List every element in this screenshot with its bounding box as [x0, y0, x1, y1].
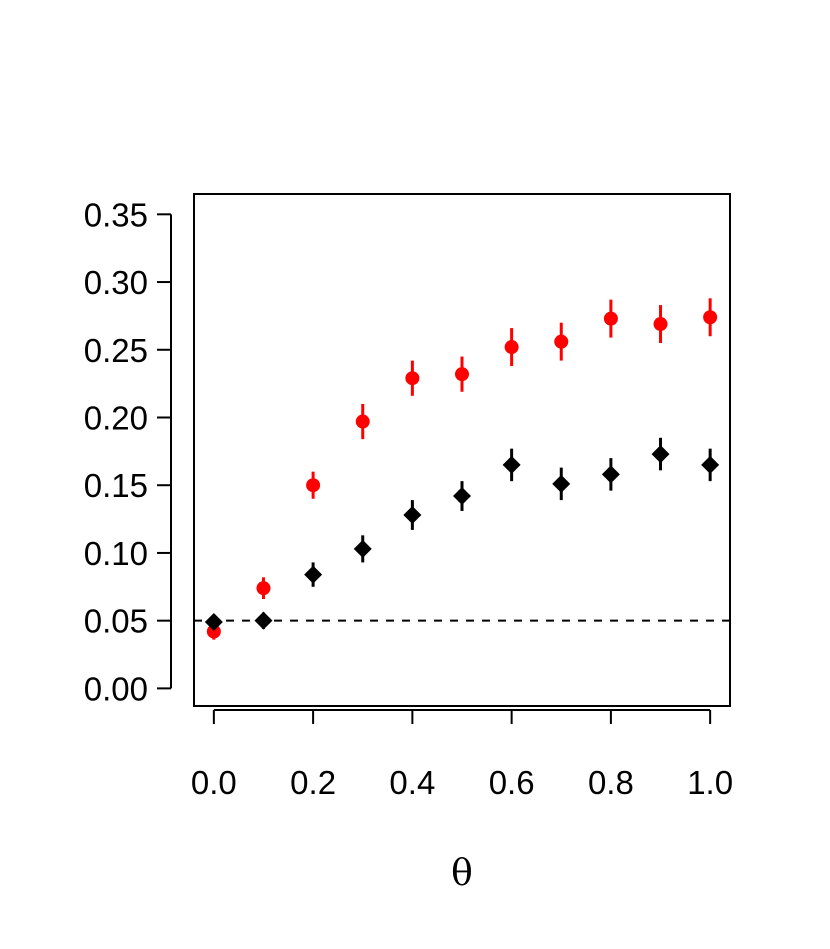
data-point-diamond — [502, 455, 521, 474]
data-point-diamond — [701, 455, 720, 474]
y-tick-label: 0.35 — [84, 196, 148, 233]
x-axis: 0.0 0.2 0.4 0.6 0.8 1.0 — [191, 709, 733, 801]
data-point-diamond — [403, 506, 422, 525]
data-point-circle — [355, 414, 370, 429]
data-marks — [204, 298, 720, 640]
data-point-circle — [455, 367, 469, 382]
y-axis: 0.00 0.05 0.10 0.15 0.20 0.25 0.30 0.35 — [84, 196, 172, 707]
x-tick-label: 1.0 — [687, 764, 733, 801]
y-tick-label: 0.20 — [84, 399, 148, 436]
data-point-diamond — [552, 474, 571, 493]
x-tick-label: 0.6 — [489, 764, 535, 801]
data-point-diamond — [304, 565, 323, 584]
data-point-circle — [256, 581, 271, 596]
data-point-circle — [653, 317, 668, 332]
data-point-circle — [206, 624, 221, 639]
x-tick-label: 0.8 — [588, 764, 634, 801]
y-tick-label: 0.05 — [84, 603, 148, 640]
y-tick-label: 0.10 — [84, 535, 148, 572]
data-point-circle — [405, 371, 420, 386]
data-point-diamond — [601, 465, 620, 484]
data-point-circle — [306, 478, 321, 493]
data-point-circle — [603, 311, 618, 326]
y-tick-label: 0.00 — [84, 670, 148, 707]
plot-frame — [193, 193, 731, 707]
data-point-diamond — [254, 611, 273, 630]
series-1 — [206, 298, 718, 640]
data-point-circle — [504, 340, 519, 355]
data-point-diamond — [651, 445, 670, 464]
x-tick-label: 0.0 — [191, 764, 237, 801]
data-point-diamond — [204, 613, 223, 632]
data-point-diamond — [353, 539, 372, 558]
y-tick-label: 0.30 — [84, 264, 148, 301]
data-point-circle — [554, 334, 569, 349]
x-axis-title: θ — [451, 853, 473, 894]
data-point-circle — [703, 310, 718, 325]
y-tick-label: 0.15 — [84, 467, 148, 504]
x-tick-label: 0.4 — [389, 764, 435, 801]
data-point-diamond — [453, 487, 471, 506]
x-tick-label: 0.2 — [290, 764, 336, 801]
y-tick-label: 0.25 — [84, 332, 148, 369]
series-2 — [204, 437, 720, 632]
